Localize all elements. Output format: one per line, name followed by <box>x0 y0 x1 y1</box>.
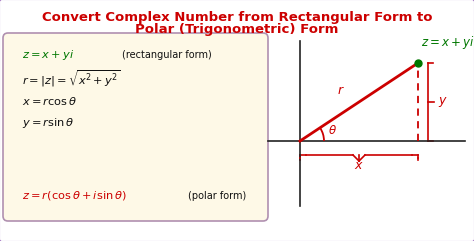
Text: $z = x + yi$: $z = x + yi$ <box>421 34 474 51</box>
Text: $z = r(\cos\theta + i\sin\theta)$: $z = r(\cos\theta + i\sin\theta)$ <box>22 189 127 202</box>
Text: $y = r\sin\theta$: $y = r\sin\theta$ <box>22 116 74 130</box>
Text: (polar form): (polar form) <box>188 191 246 201</box>
FancyBboxPatch shape <box>3 33 268 221</box>
Text: (rectangular form): (rectangular form) <box>122 50 212 60</box>
Text: Convert Complex Number from Rectangular Form to: Convert Complex Number from Rectangular … <box>42 11 432 24</box>
Text: $x = r\cos\theta$: $x = r\cos\theta$ <box>22 95 77 107</box>
Text: $r = |z| = \sqrt{x^2 + y^2}$: $r = |z| = \sqrt{x^2 + y^2}$ <box>22 69 121 89</box>
Text: $z = x + yi$: $z = x + yi$ <box>22 48 74 62</box>
Text: $x$: $x$ <box>354 159 364 172</box>
Text: $y$: $y$ <box>438 95 448 109</box>
Text: $r$: $r$ <box>337 84 345 97</box>
Text: Polar (Trigonometric) Form: Polar (Trigonometric) Form <box>135 24 339 36</box>
Text: $\theta$: $\theta$ <box>328 125 337 138</box>
